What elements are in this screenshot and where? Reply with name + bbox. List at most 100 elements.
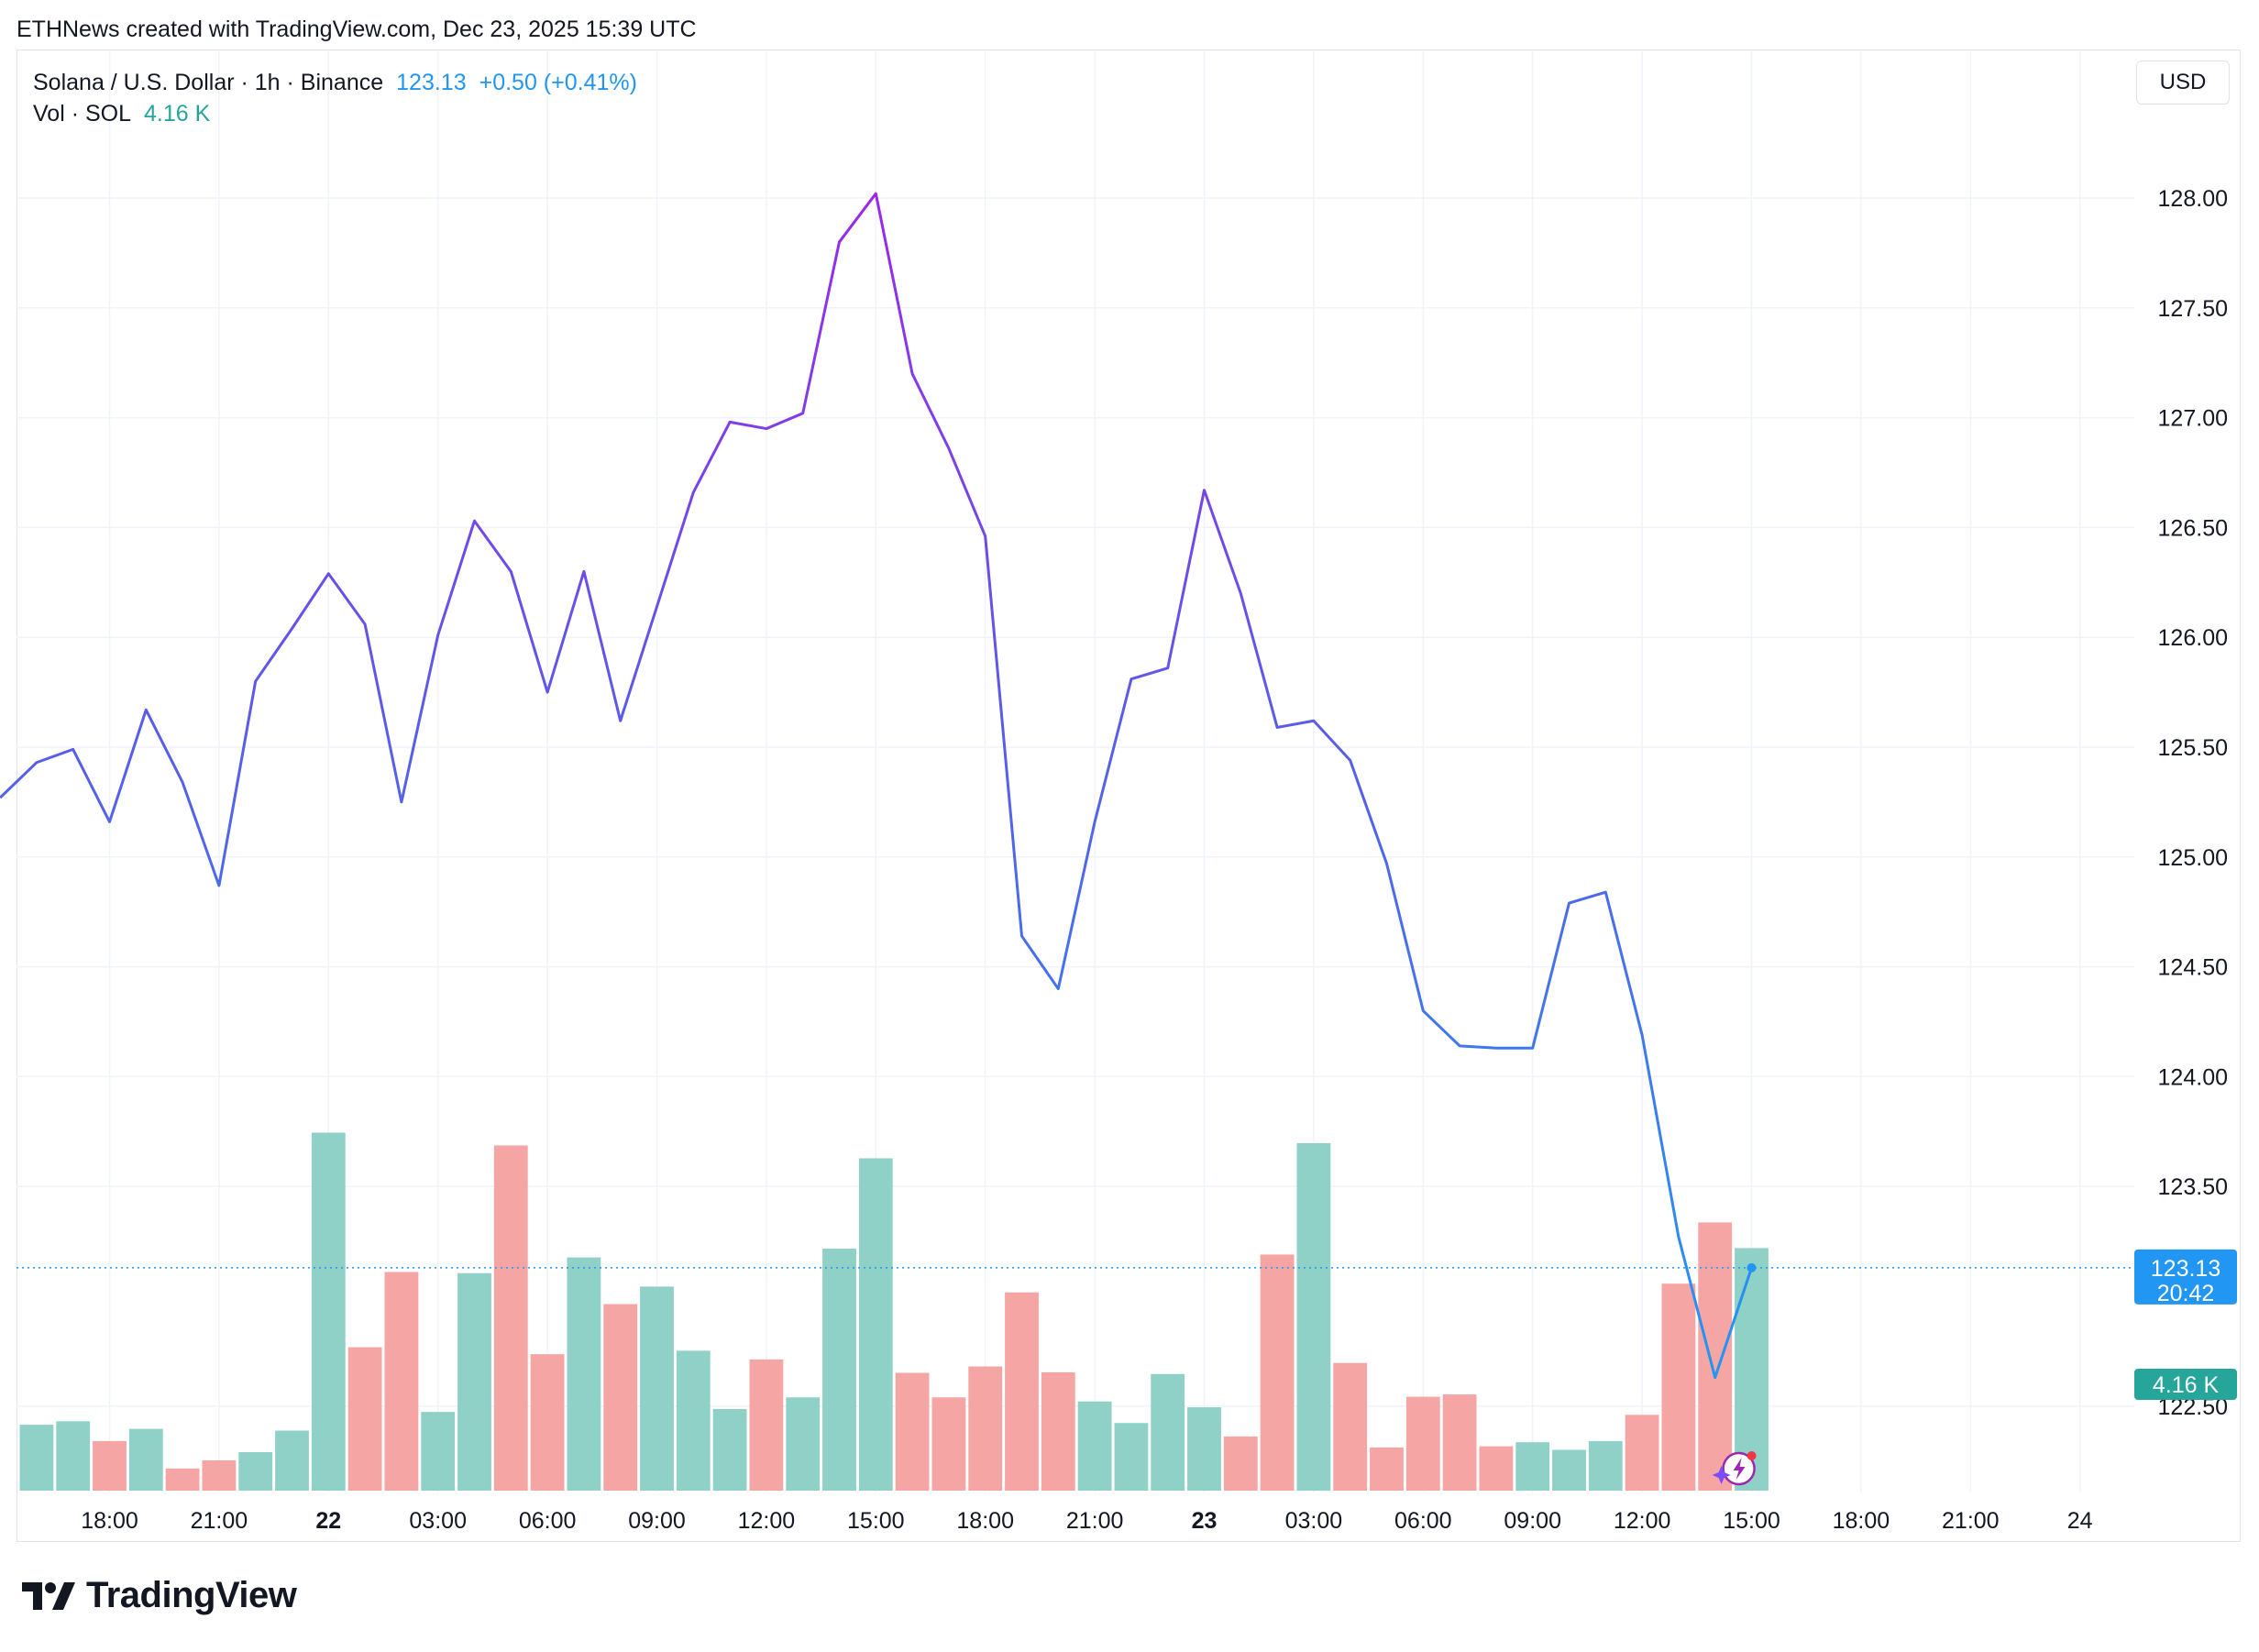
x-tick-label: 09:00: [1504, 1508, 1561, 1534]
volume-bar[interactable]: [822, 1249, 856, 1491]
volume-bar[interactable]: [1296, 1142, 1331, 1491]
volume-bar[interactable]: [275, 1430, 309, 1491]
x-tick-label: 18:00: [1833, 1508, 1890, 1534]
countdown-tag-value: 20:42: [2157, 1281, 2215, 1306]
x-tick-label: 21:00: [191, 1508, 248, 1534]
y-tick-label: 125.50: [2158, 735, 2228, 761]
volume-bar[interactable]: [457, 1272, 491, 1491]
volume-bar[interactable]: [530, 1354, 565, 1491]
volume-bar[interactable]: [421, 1412, 456, 1491]
y-tick-label: 123.50: [2158, 1174, 2228, 1200]
volume-bar[interactable]: [1005, 1292, 1039, 1491]
volume-bar[interactable]: [1698, 1222, 1733, 1491]
volume-bar[interactable]: [384, 1272, 419, 1492]
last-volume-tag-value: 4.16 K: [2153, 1372, 2220, 1398]
last-price-tag[interactable]: [2134, 1249, 2237, 1305]
volume-bar[interactable]: [603, 1304, 638, 1491]
badge-dot: [1747, 1451, 1757, 1460]
volume-bar[interactable]: [786, 1397, 821, 1491]
volume-bar[interactable]: [1187, 1407, 1221, 1491]
grid-lines: [17, 51, 2134, 1492]
volume-bar[interactable]: [968, 1366, 1003, 1491]
volume-bar[interactable]: [1588, 1440, 1623, 1491]
volume-bar[interactable]: [19, 1425, 54, 1491]
x-tick-label: 15:00: [1723, 1508, 1780, 1534]
volume-bar[interactable]: [493, 1145, 528, 1491]
y-tick-label: 126.50: [2158, 515, 2228, 541]
volume-bar[interactable]: [1151, 1373, 1185, 1491]
volume-bar[interactable]: [347, 1347, 382, 1491]
legend-symbol-row: Solana / U.S. Dollar · 1h · Binance 123.…: [33, 70, 637, 96]
x-tick-label: 18:00: [81, 1508, 138, 1534]
volume-bar[interactable]: [1442, 1394, 1477, 1491]
x-tick-label: 09:00: [628, 1508, 686, 1534]
y-axis: 128.00 127.50 127.00 126.50 126.00 125.50 125.…: [2158, 186, 2228, 1420]
chart-frame: [17, 50, 2241, 1542]
x-tick-label: 22: [315, 1508, 341, 1534]
volume-bar[interactable]: [93, 1440, 127, 1491]
volume-bar[interactable]: [1041, 1371, 1075, 1491]
y-tick-label: 128.00: [2158, 186, 2228, 212]
volume-bar[interactable]: [749, 1359, 784, 1491]
volume-bar[interactable]: [1260, 1254, 1295, 1491]
y-tick-label: 125.00: [2158, 845, 2228, 871]
x-tick-label: 03:00: [409, 1508, 467, 1534]
volume-bar[interactable]: [1333, 1362, 1368, 1491]
volume-bar[interactable]: [1515, 1442, 1550, 1491]
x-tick-label: 12:00: [738, 1508, 796, 1534]
volume-bar[interactable]: [567, 1257, 601, 1491]
chart-credit: ETHNews created with TradingView.com, De…: [17, 17, 697, 42]
volume-bar[interactable]: [1735, 1248, 1769, 1491]
volume-bar[interactable]: [128, 1428, 163, 1491]
volume-bar[interactable]: [1077, 1401, 1112, 1491]
badge-sparkle: [1712, 1466, 1731, 1484]
volume-bar[interactable]: [202, 1459, 237, 1491]
x-tick-label: 21:00: [1066, 1508, 1124, 1534]
volume-bar[interactable]: [858, 1158, 893, 1491]
badge-bolt: [1733, 1458, 1746, 1480]
volume-bar[interactable]: [640, 1286, 674, 1491]
last-volume-tag[interactable]: [2134, 1369, 2237, 1400]
volume-bar[interactable]: [56, 1421, 91, 1491]
tradingview-logo-icon: [22, 1581, 75, 1610]
x-tick-label: 03:00: [1285, 1508, 1343, 1534]
price-line: [0, 192, 2134, 1380]
volume-bar[interactable]: [1661, 1283, 1696, 1491]
tradingview-logo[interactable]: TradingView: [22, 1575, 297, 1616]
volume-bar[interactable]: [1405, 1396, 1440, 1491]
y-tick-label: 124.50: [2158, 955, 2228, 981]
legend-change: +0.50 (+0.41%): [479, 70, 637, 95]
legend-volume-label[interactable]: Vol · SOL: [33, 101, 131, 127]
volume-bar[interactable]: [1114, 1423, 1149, 1491]
volume-bar[interactable]: [895, 1372, 930, 1491]
volume-bars: [19, 1132, 1769, 1492]
volume-bar[interactable]: [676, 1350, 711, 1491]
volume-bar[interactable]: [1370, 1447, 1404, 1491]
x-tick-label: 23: [1192, 1508, 1218, 1534]
last-price-dot: [1747, 1262, 1757, 1272]
volume-bar[interactable]: [931, 1397, 966, 1491]
legend-title[interactable]: Solana / U.S. Dollar · 1h · Binance: [33, 70, 384, 95]
price-series-line[interactable]: [0, 192, 1753, 1380]
y-tick-label: 124.00: [2158, 1064, 2228, 1090]
x-tick-label: 06:00: [1394, 1508, 1452, 1534]
y-tick-label: 127.50: [2158, 296, 2228, 322]
y-tick-label: 126.00: [2158, 625, 2228, 651]
volume-bar[interactable]: [1552, 1449, 1586, 1491]
x-tick-label: 06:00: [519, 1508, 577, 1534]
volume-bar[interactable]: [1479, 1446, 1514, 1491]
volume-bar[interactable]: [238, 1452, 273, 1491]
lightning-badge-icon[interactable]: [1712, 1451, 1757, 1486]
x-tick-label: 24: [2067, 1508, 2093, 1534]
volume-bar[interactable]: [1625, 1415, 1659, 1491]
volume-bar[interactable]: [1223, 1436, 1258, 1491]
x-tick-label: 21:00: [1942, 1508, 2000, 1534]
volume-bar[interactable]: [311, 1132, 346, 1491]
volume-bar[interactable]: [712, 1408, 747, 1491]
currency-button[interactable]: USD: [2136, 61, 2230, 105]
y-tick-label: 127.00: [2158, 406, 2228, 432]
volume-bar[interactable]: [165, 1468, 200, 1491]
legend-volume-row: Vol · SOL 4.16 K: [33, 101, 210, 127]
